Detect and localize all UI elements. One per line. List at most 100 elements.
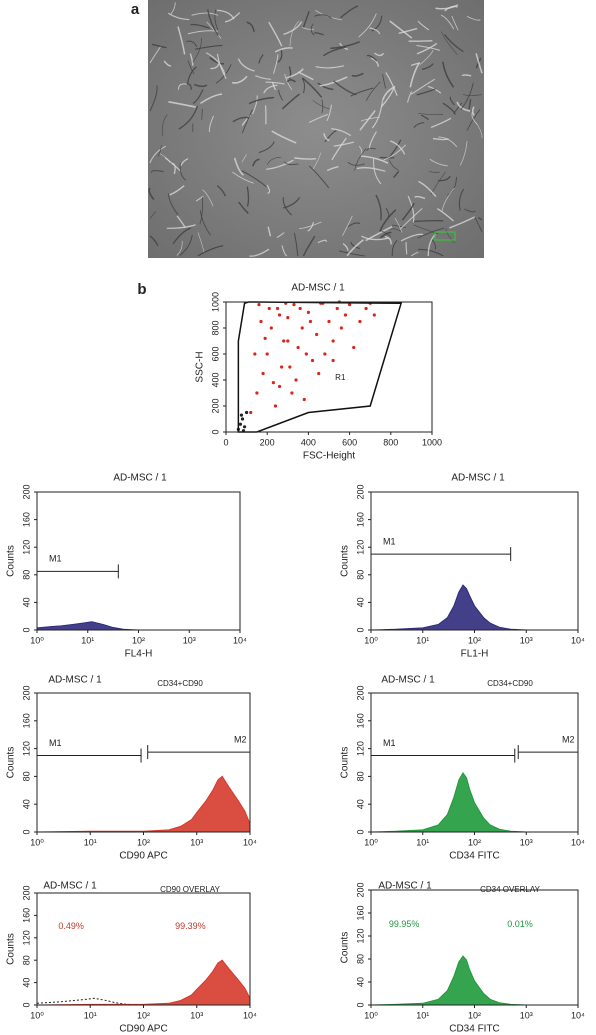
cell: [418, 180, 437, 198]
cell: [167, 193, 179, 216]
cell: [177, 26, 186, 55]
x-tick-label: 10⁰: [364, 635, 378, 645]
cell: [172, 227, 191, 245]
y-tick-label: 120: [355, 540, 365, 555]
cell: [163, 60, 172, 67]
cell: [418, 248, 444, 257]
cell: [167, 12, 190, 21]
cell: [410, 252, 419, 257]
cell: [394, 217, 403, 233]
cell: [232, 116, 250, 123]
point: [265, 352, 269, 356]
y-tick-label: 80: [21, 771, 31, 781]
cell: [208, 115, 214, 133]
y-tick-label: 0: [21, 627, 31, 632]
x-tick-label: 10⁴: [243, 1010, 257, 1020]
cell: [314, 14, 333, 19]
x-tick-label: 10²: [137, 837, 150, 847]
cell: [246, 186, 250, 207]
cell: [249, 248, 270, 257]
cell: [283, 197, 301, 209]
cell: [199, 195, 204, 225]
y-tick-label: 200: [21, 685, 31, 700]
cell: [288, 66, 292, 80]
x-tick-label: 10²: [132, 635, 145, 645]
y-axis-label: Counts: [340, 932, 351, 964]
cell: [273, 54, 279, 74]
cell: [449, 216, 476, 229]
y-tick-label: 160: [355, 713, 365, 728]
y-tick-label: 0: [21, 1002, 31, 1007]
y-axis-label: SSC-H: [195, 351, 206, 382]
plot-frame: [36, 491, 241, 631]
cell: [161, 114, 168, 136]
point: [323, 352, 327, 356]
point: [352, 345, 356, 350]
cell: [150, 170, 164, 173]
x-tick-label: 600: [342, 437, 357, 447]
cell: [299, 221, 322, 229]
annotation: 0.49%: [58, 921, 84, 931]
cell: [191, 12, 219, 16]
cell-texture: [148, 2, 483, 257]
cell: [333, 141, 354, 147]
y-tick-label: 80: [21, 570, 31, 580]
cell: [440, 31, 458, 55]
x-axis-label: CD90 APC: [119, 851, 167, 862]
y-tick-label: 200: [21, 484, 31, 499]
cell: [383, 144, 407, 161]
y-tick-label: 120: [21, 540, 31, 555]
cell: [187, 60, 195, 75]
cell: [464, 208, 476, 213]
cell: [440, 14, 455, 30]
cell: [187, 66, 197, 84]
cell: [389, 20, 413, 39]
cell: [159, 153, 171, 163]
cell: [436, 208, 454, 222]
cell: [267, 226, 272, 237]
y-tick-label: 0: [21, 829, 31, 834]
cell: [252, 95, 258, 115]
cell: [277, 49, 283, 63]
cell: [190, 23, 210, 29]
cell: [315, 65, 344, 69]
y-tick-label: 80: [355, 954, 365, 964]
cell: [388, 139, 402, 159]
point: [240, 417, 245, 421]
point: [277, 384, 282, 389]
cell: [252, 158, 260, 167]
cell: [209, 57, 225, 65]
y-tick-label: 160: [21, 908, 31, 923]
cell: [468, 99, 472, 110]
cell: [176, 240, 183, 256]
cell: [274, 47, 293, 53]
cell: [323, 133, 330, 141]
y-tick-label: 120: [21, 930, 31, 945]
x-axis-label: FL4-H: [125, 649, 153, 660]
cell: [179, 234, 193, 256]
cell: [393, 170, 400, 179]
x-tick-label: 10³: [520, 1010, 533, 1020]
cell: [312, 152, 322, 171]
x-tick-label: 10⁰: [30, 837, 44, 847]
x-tick-label: 10³: [190, 1010, 203, 1020]
y-axis-label: Counts: [340, 545, 351, 577]
y-tick-label: 40: [355, 977, 365, 987]
chart-subtitle: CD34+CD90: [487, 679, 533, 688]
cell: [331, 137, 347, 161]
cell: [312, 100, 330, 110]
point: [358, 319, 362, 324]
cell: [414, 219, 444, 223]
cell: [268, 21, 283, 47]
annotation: 0.01%: [507, 919, 533, 929]
cell: [189, 53, 194, 66]
point: [253, 352, 257, 356]
x-tick-label: 10²: [468, 837, 481, 847]
point: [263, 336, 267, 340]
cell: [286, 68, 304, 79]
cell: [358, 145, 363, 155]
x-tick-label: 10⁴: [233, 635, 247, 645]
cell: [419, 50, 434, 65]
cell: [417, 227, 444, 239]
plot-frame: [370, 889, 579, 1006]
